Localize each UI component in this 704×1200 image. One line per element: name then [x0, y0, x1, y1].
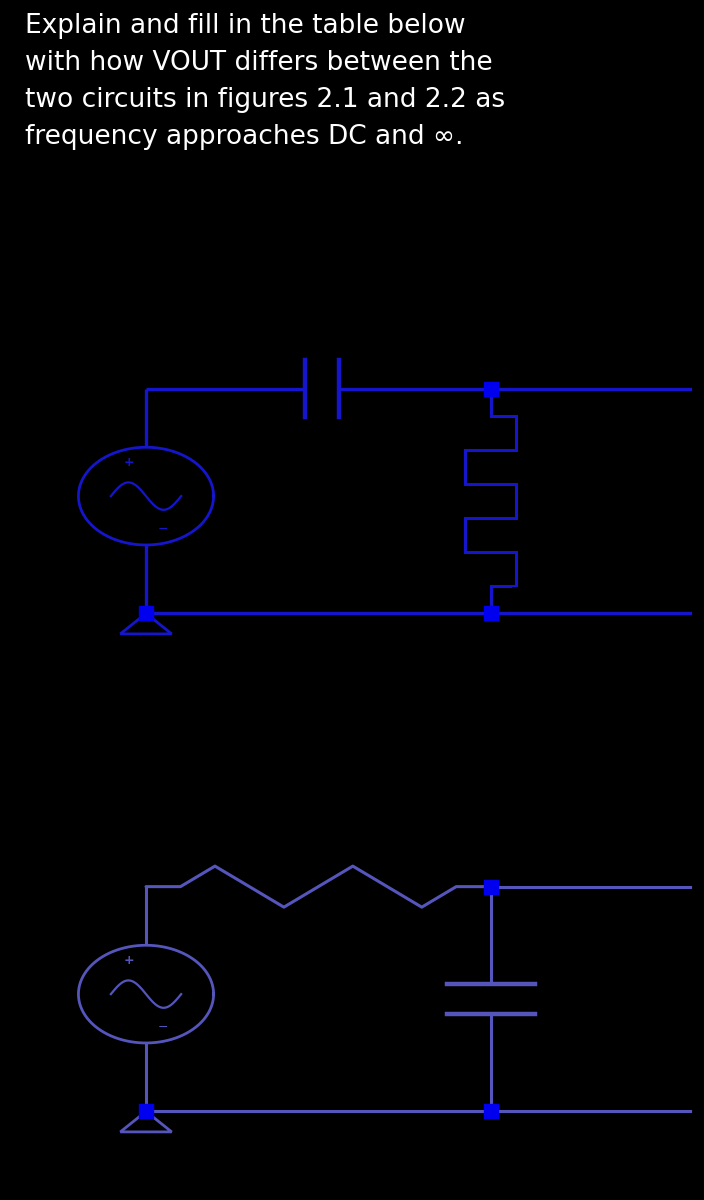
Text: Vin: Vin [224, 486, 272, 511]
Text: −: − [158, 523, 168, 536]
Text: Explain and fill in the table below
with how VOUT differs between the
two circui: Explain and fill in the table below with… [25, 13, 505, 150]
Text: +: + [510, 403, 529, 424]
Point [485, 604, 496, 623]
Point [485, 877, 496, 896]
Text: Vin: Vin [224, 984, 272, 1009]
Point [140, 1102, 151, 1121]
Text: −: − [158, 1021, 168, 1034]
Bar [18, 330, 693, 672]
Point [485, 1102, 496, 1121]
Text: −: − [510, 578, 529, 599]
Text: +: + [124, 456, 134, 469]
Point [140, 604, 151, 623]
Text: Vout: Vout [697, 872, 704, 901]
Point [485, 379, 496, 398]
Text: Vout: Vout [697, 374, 704, 403]
Text: −: − [510, 1076, 529, 1097]
Bar [18, 828, 693, 1170]
Text: +: + [510, 901, 529, 922]
Text: +: + [124, 954, 134, 967]
